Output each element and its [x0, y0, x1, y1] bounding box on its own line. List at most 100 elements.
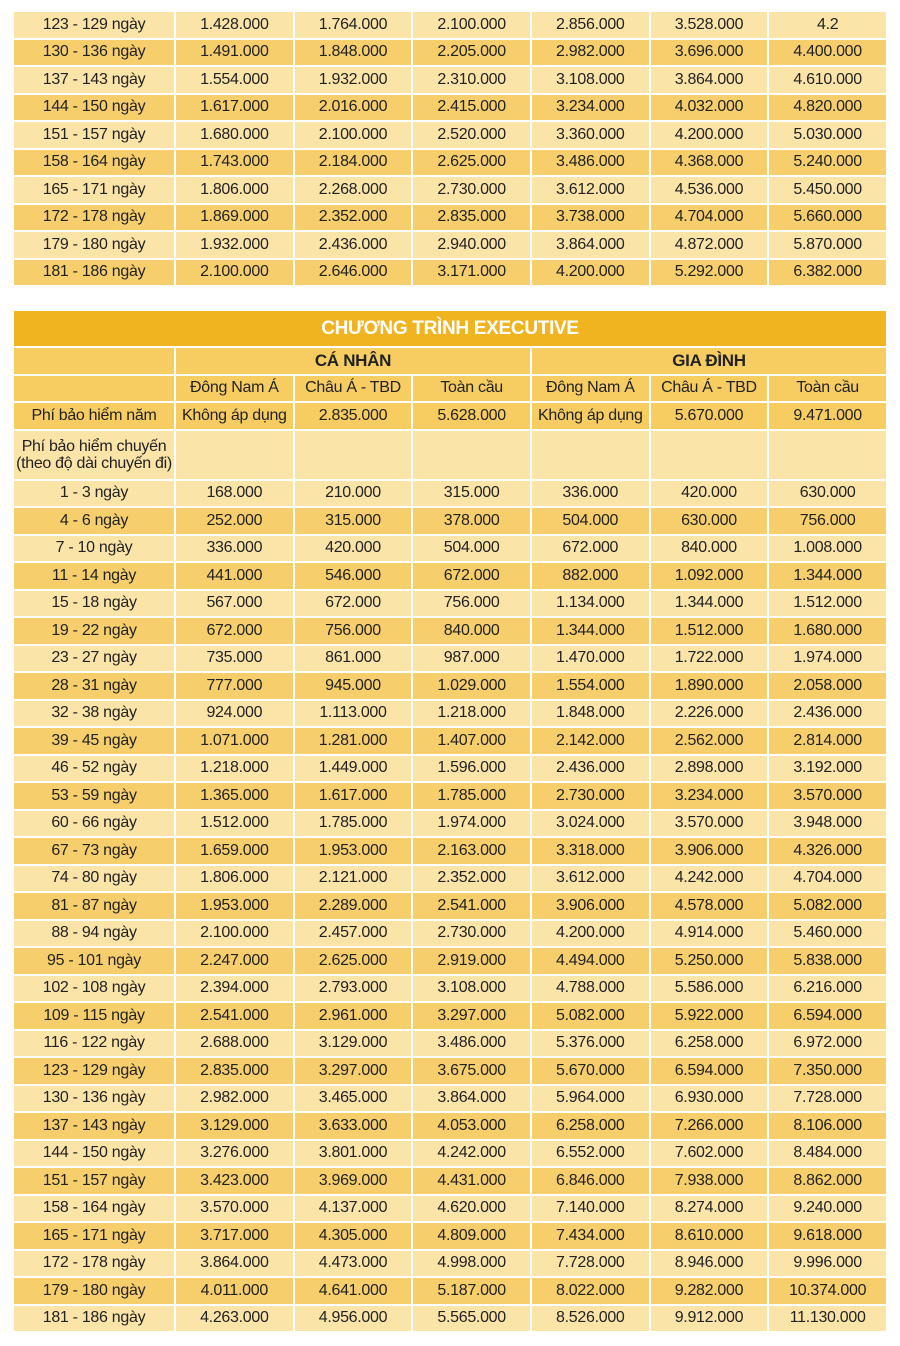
premium-cell: 5.586.000	[650, 975, 768, 1001]
premium-cell: 1.953.000	[176, 893, 293, 919]
premium-cell: 4.053.000	[413, 1113, 530, 1139]
premium-cell: 2.982.000	[176, 1085, 293, 1111]
premium-cell: 2.163.000	[413, 838, 530, 864]
premium-cell: 7.728.000	[769, 1085, 886, 1111]
premium-cell: 4.494.000	[531, 948, 649, 974]
premium-cell: 5.240.000	[769, 149, 886, 175]
premium-cell: 630.000	[650, 508, 768, 534]
premium-cell: 5.082.000	[769, 893, 886, 919]
premium-cell: 2.142.000	[531, 728, 649, 754]
duration-cell: 15 - 18 ngày	[14, 590, 174, 616]
executive-premium-table: CHƯƠNG TRÌNH EXECUTIVE CÁ NHÂN GIA ĐÌNH …	[12, 309, 888, 1333]
premium-cell: 2.184.000	[294, 149, 412, 175]
premium-cell: 2.982.000	[531, 39, 649, 65]
premium-cell: 777.000	[176, 673, 293, 699]
table-row: 116 - 122 ngày 2.688.000 3.129.000 3.486.00…	[14, 1030, 886, 1056]
premium-cell: 315.000	[294, 508, 412, 534]
premium-cell: 9.996.000	[769, 1250, 886, 1276]
premium-cell: 3.906.000	[531, 893, 649, 919]
annual-fee-cell: Không áp dụng	[176, 403, 293, 429]
table-row: 28 - 31 ngày 777.000 945.000 1.029.000 1.554…	[14, 673, 886, 699]
duration-cell: 172 - 178 ngày	[14, 1250, 174, 1276]
premium-cell: 420.000	[650, 480, 768, 506]
duration-cell: 123 - 129 ngày	[14, 12, 174, 38]
premium-cell: 3.360.000	[531, 122, 649, 148]
trip-fee-label: Phí bảo hiểm chuyến (theo độ dài chuyến …	[14, 430, 174, 479]
region-header: Toàn cầu	[413, 375, 530, 401]
premium-cell: 4.400.000	[769, 39, 886, 65]
duration-cell: 151 - 157 ngày	[14, 122, 174, 148]
premium-cell: 2.100.000	[294, 122, 412, 148]
premium-cell: 7.938.000	[650, 1168, 768, 1194]
premium-cell: 4.704.000	[650, 204, 768, 230]
premium-cell: 1.134.000	[531, 590, 649, 616]
premium-cell: 3.297.000	[294, 1058, 412, 1084]
premium-cell: 1.785.000	[413, 783, 530, 809]
premium-cell: 2.436.000	[769, 700, 886, 726]
premium-cell: 756.000	[413, 590, 530, 616]
premium-cell: 3.906.000	[650, 838, 768, 864]
premium-cell: 924.000	[176, 700, 293, 726]
premium-cell: 5.660.000	[769, 204, 886, 230]
premium-cell: 3.801.000	[294, 1140, 412, 1166]
premium-cell: 4.242.000	[650, 865, 768, 891]
premium-cell: 672.000	[531, 535, 649, 561]
premium-cell: 2.730.000	[413, 920, 530, 946]
duration-cell: 172 - 178 ngày	[14, 204, 174, 230]
premium-cell: 8.274.000	[650, 1195, 768, 1221]
premium-cell: 1.218.000	[176, 755, 293, 781]
empty-cell	[14, 375, 174, 401]
premium-cell: 4.368.000	[650, 149, 768, 175]
premium-cell: 3.570.000	[176, 1195, 293, 1221]
premium-cell: 2.730.000	[413, 177, 530, 203]
premium-cell: 6.216.000	[769, 975, 886, 1001]
premium-cell: 3.528.000	[650, 12, 768, 38]
duration-cell: 123 - 129 ngày	[14, 1058, 174, 1084]
premium-cell: 1.869.000	[176, 204, 293, 230]
premium-cell: 7.602.000	[650, 1140, 768, 1166]
premium-cell: 7.266.000	[650, 1113, 768, 1139]
premium-cell: 252.000	[176, 508, 293, 534]
premium-cell: 6.972.000	[769, 1030, 886, 1056]
premium-cell: 1.344.000	[769, 563, 886, 589]
table-row: 165 - 171 ngày 3.717.000 4.305.000 4.809.00…	[14, 1223, 886, 1249]
premium-cell: 1.974.000	[413, 810, 530, 836]
premium-cell: 1.512.000	[650, 618, 768, 644]
premium-cell: 6.930.000	[650, 1085, 768, 1111]
table-row: 11 - 14 ngày 441.000 546.000 672.000 882.000…	[14, 563, 886, 589]
table-row: 179 - 180 ngày 4.011.000 4.641.000 5.187.00…	[14, 1278, 886, 1304]
duration-cell: 28 - 31 ngày	[14, 673, 174, 699]
table-row: 23 - 27 ngày 735.000 861.000 987.000 1.470.0…	[14, 645, 886, 671]
premium-cell: 5.292.000	[650, 259, 768, 285]
table-row: 158 - 164 ngày 3.570.000 4.137.000 4.620.00…	[14, 1195, 886, 1221]
premium-cell: 840.000	[413, 618, 530, 644]
premium-cell: 2.520.000	[413, 122, 530, 148]
premium-cell: 3.696.000	[650, 39, 768, 65]
premium-cell: 4.809.000	[413, 1223, 530, 1249]
premium-cell: 420.000	[294, 535, 412, 561]
premium-cell: 882.000	[531, 563, 649, 589]
premium-cell: 336.000	[176, 535, 293, 561]
premium-cell: 2.415.000	[413, 94, 530, 120]
group-header-row: CÁ NHÂN GIA ĐÌNH	[14, 348, 886, 374]
premium-cell: 3.864.000	[531, 232, 649, 258]
annual-fee-cell: 2.835.000	[294, 403, 412, 429]
premium-cell: 3.129.000	[294, 1030, 412, 1056]
table-row: 67 - 73 ngày 1.659.000 1.953.000 2.163.000 3…	[14, 838, 886, 864]
premium-cell: 4.263.000	[176, 1305, 293, 1331]
premium-cell: 4.578.000	[650, 893, 768, 919]
premium-cell: 2.919.000	[413, 948, 530, 974]
premium-cell: 840.000	[650, 535, 768, 561]
duration-cell: 4 - 6 ngày	[14, 508, 174, 534]
duration-cell: 116 - 122 ngày	[14, 1030, 174, 1056]
premium-cell: 9.282.000	[650, 1278, 768, 1304]
premium-cell: 2.058.000	[769, 673, 886, 699]
table-row: 46 - 52 ngày 1.218.000 1.449.000 1.596.000 2…	[14, 755, 886, 781]
premium-cell: 3.570.000	[650, 810, 768, 836]
premium-cell: 1.071.000	[176, 728, 293, 754]
premium-cell: 1.617.000	[176, 94, 293, 120]
premium-cell: 6.594.000	[650, 1058, 768, 1084]
premium-cell: 4.200.000	[531, 920, 649, 946]
premium-cell: 1.596.000	[413, 755, 530, 781]
premium-cell: 3.633.000	[294, 1113, 412, 1139]
